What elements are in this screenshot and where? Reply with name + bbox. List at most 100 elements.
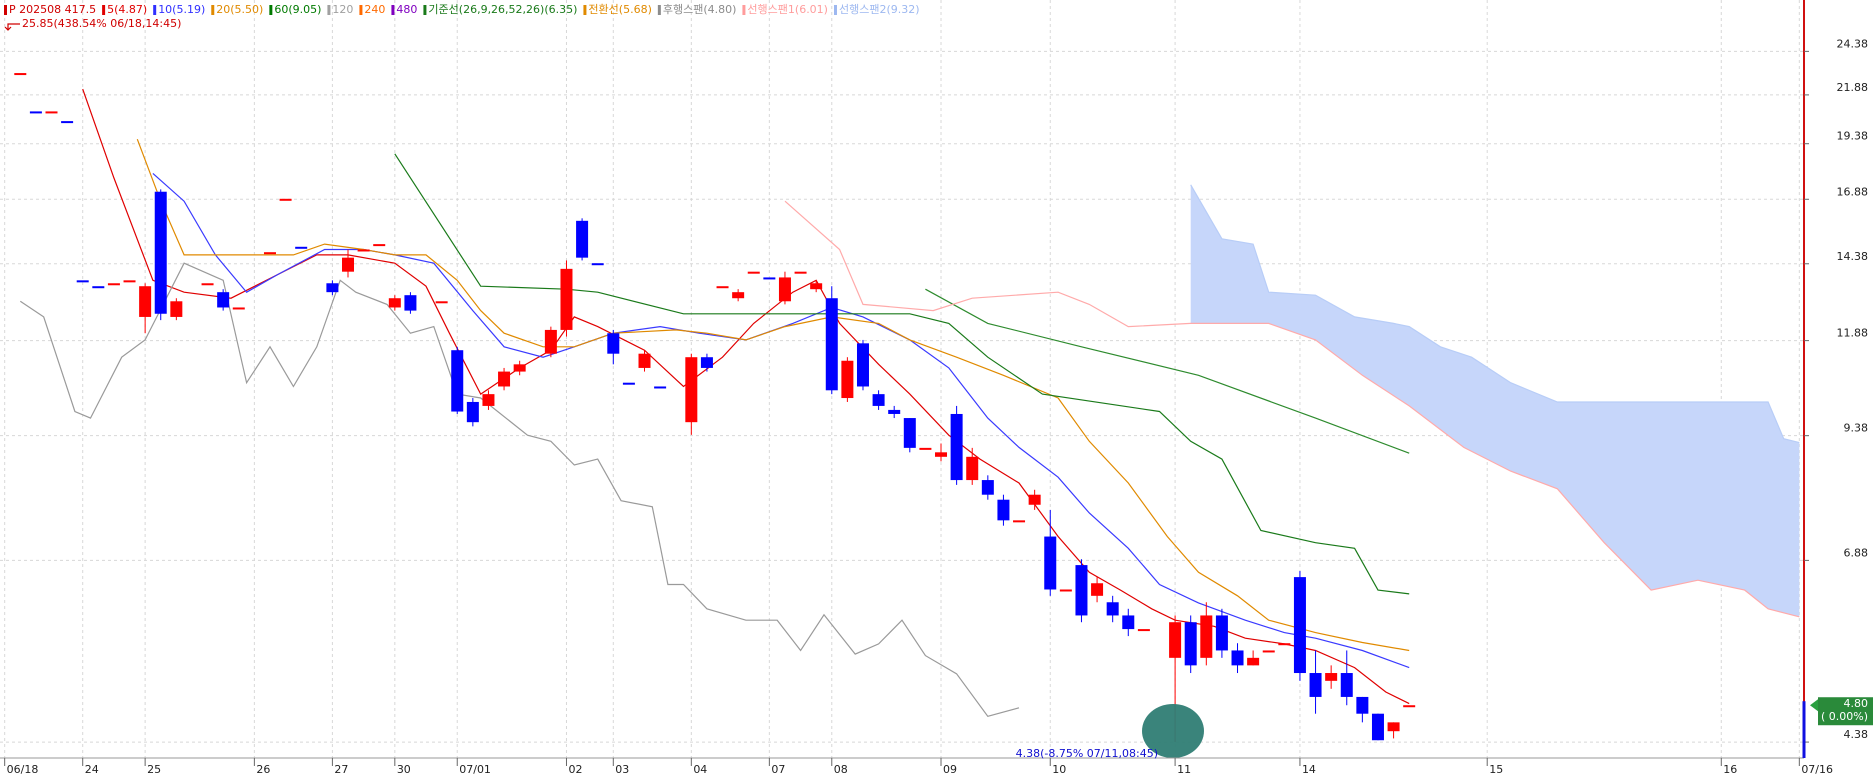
legend-swatch bbox=[211, 5, 215, 15]
candle-body bbox=[326, 283, 339, 293]
candle-body bbox=[123, 280, 136, 283]
candle-body bbox=[295, 246, 308, 249]
candle-body bbox=[451, 350, 464, 412]
high-arrow-head bbox=[4, 26, 12, 31]
candle-body bbox=[935, 452, 948, 457]
candle-body bbox=[1293, 577, 1306, 674]
legend-label: 기준선(26,9,26,52,26)(6.35) bbox=[428, 3, 577, 16]
x-tick-label: 27 bbox=[334, 763, 348, 776]
candle-body bbox=[841, 360, 854, 399]
candle-body bbox=[1278, 643, 1291, 646]
legend-label: 후행스팬(4.80) bbox=[663, 3, 737, 16]
candle-body bbox=[1075, 565, 1088, 616]
candles bbox=[14, 73, 1416, 743]
x-tick-label: 09 bbox=[943, 763, 957, 776]
candle-body bbox=[903, 418, 916, 448]
x-tick-label: 03 bbox=[615, 763, 629, 776]
x-tick-label: 08 bbox=[834, 763, 848, 776]
legend-label: P 202508 417.5 bbox=[9, 3, 96, 16]
y-tick-label: 24.38 bbox=[1837, 37, 1869, 50]
x-tick-label: 07/16 bbox=[1801, 763, 1833, 776]
candle-body bbox=[919, 447, 932, 450]
candle-body bbox=[622, 382, 635, 385]
candle-body bbox=[61, 121, 74, 124]
axes: 4.38 6.88 9.38 11.88 14.38 16.88 19.38 21.88 24.… bbox=[4, 37, 1873, 776]
x-tick-label: 07 bbox=[771, 763, 785, 776]
candle-body bbox=[560, 268, 573, 330]
y-tick-label: 14.38 bbox=[1837, 250, 1869, 263]
candle-body bbox=[1059, 589, 1072, 592]
candle-body bbox=[872, 394, 885, 406]
candle-body bbox=[794, 271, 807, 274]
last-change-label: ( 0.00%) bbox=[1821, 710, 1868, 723]
candle-body bbox=[747, 271, 760, 274]
legend-swatch bbox=[742, 5, 746, 15]
candle-body bbox=[716, 286, 729, 289]
candle-body bbox=[1122, 615, 1135, 630]
candle-body bbox=[544, 329, 557, 354]
legend-swatch bbox=[327, 5, 331, 15]
candle-body bbox=[1309, 673, 1322, 697]
candle-body bbox=[1403, 705, 1416, 708]
candle-body bbox=[279, 198, 292, 201]
candle-body bbox=[154, 191, 167, 314]
candle-body bbox=[732, 292, 745, 299]
candle-body bbox=[1028, 494, 1041, 505]
candle-body bbox=[1340, 673, 1353, 697]
x-tick-label: 24 bbox=[85, 763, 99, 776]
high-arrow bbox=[7, 23, 20, 30]
y-tick-label: 19.38 bbox=[1837, 130, 1869, 143]
legend-label: 60(9.05) bbox=[274, 3, 321, 16]
candle-body bbox=[1231, 650, 1244, 666]
candle-body bbox=[685, 357, 698, 423]
candle-body bbox=[45, 111, 58, 114]
x-tick-label: 06/18 bbox=[7, 763, 39, 776]
candle-body bbox=[1137, 629, 1150, 632]
candle-body bbox=[997, 499, 1010, 521]
candle-body bbox=[217, 292, 230, 308]
candle-body bbox=[1325, 673, 1338, 681]
y-tick-label: 11.88 bbox=[1837, 327, 1869, 340]
x-tick-label: 25 bbox=[147, 763, 161, 776]
legend: P 202508 417.5 5(4.87) 10(5.19) 20(5.50) 60(… bbox=[4, 3, 920, 16]
x-tick-label: 10 bbox=[1052, 763, 1066, 776]
x-tick-label: 02 bbox=[568, 763, 582, 776]
y-tick-label: 9.38 bbox=[1844, 422, 1869, 435]
y-tick-label: 6.88 bbox=[1844, 546, 1869, 559]
indicator-line bbox=[394, 153, 1410, 595]
high-note: 25.85(438.54% 06/18,14:45) bbox=[22, 17, 181, 30]
candle-body bbox=[888, 409, 901, 414]
candle-body bbox=[1106, 602, 1119, 616]
legend-swatch bbox=[4, 5, 7, 15]
candle-body bbox=[1356, 696, 1369, 714]
indicator-line bbox=[136, 138, 1410, 652]
x-tick-label: 26 bbox=[256, 763, 270, 776]
legend-label: 10(5.19) bbox=[158, 3, 205, 16]
x-tick-label: 30 bbox=[397, 763, 411, 776]
candle-body bbox=[435, 301, 448, 304]
legend-swatch bbox=[102, 5, 106, 15]
legend-label: 전환선(5.68) bbox=[588, 3, 651, 16]
candle-body bbox=[1371, 713, 1384, 741]
legend-swatch bbox=[269, 5, 273, 15]
y-tick-label: 21.88 bbox=[1837, 81, 1869, 94]
legend-label: 선행스팬2(9.32) bbox=[839, 3, 920, 16]
legend-label: 120 bbox=[332, 3, 353, 16]
candle-body bbox=[232, 307, 245, 310]
cloud-fill bbox=[1190, 184, 1800, 617]
legend-swatch bbox=[583, 5, 587, 15]
candle-body bbox=[778, 277, 791, 302]
candle-body bbox=[342, 257, 355, 272]
candle-body bbox=[373, 244, 386, 247]
legend-swatch bbox=[833, 5, 837, 15]
candle-body bbox=[1200, 615, 1213, 658]
candle-body bbox=[92, 286, 105, 289]
candle-body bbox=[856, 343, 869, 387]
candle-body bbox=[466, 401, 479, 423]
x-tick-label: 15 bbox=[1489, 763, 1503, 776]
x-tick-label: 14 bbox=[1302, 763, 1316, 776]
candle-body bbox=[1184, 622, 1197, 666]
y-tick-label: 16.88 bbox=[1837, 185, 1869, 198]
candle-body bbox=[1044, 536, 1057, 590]
